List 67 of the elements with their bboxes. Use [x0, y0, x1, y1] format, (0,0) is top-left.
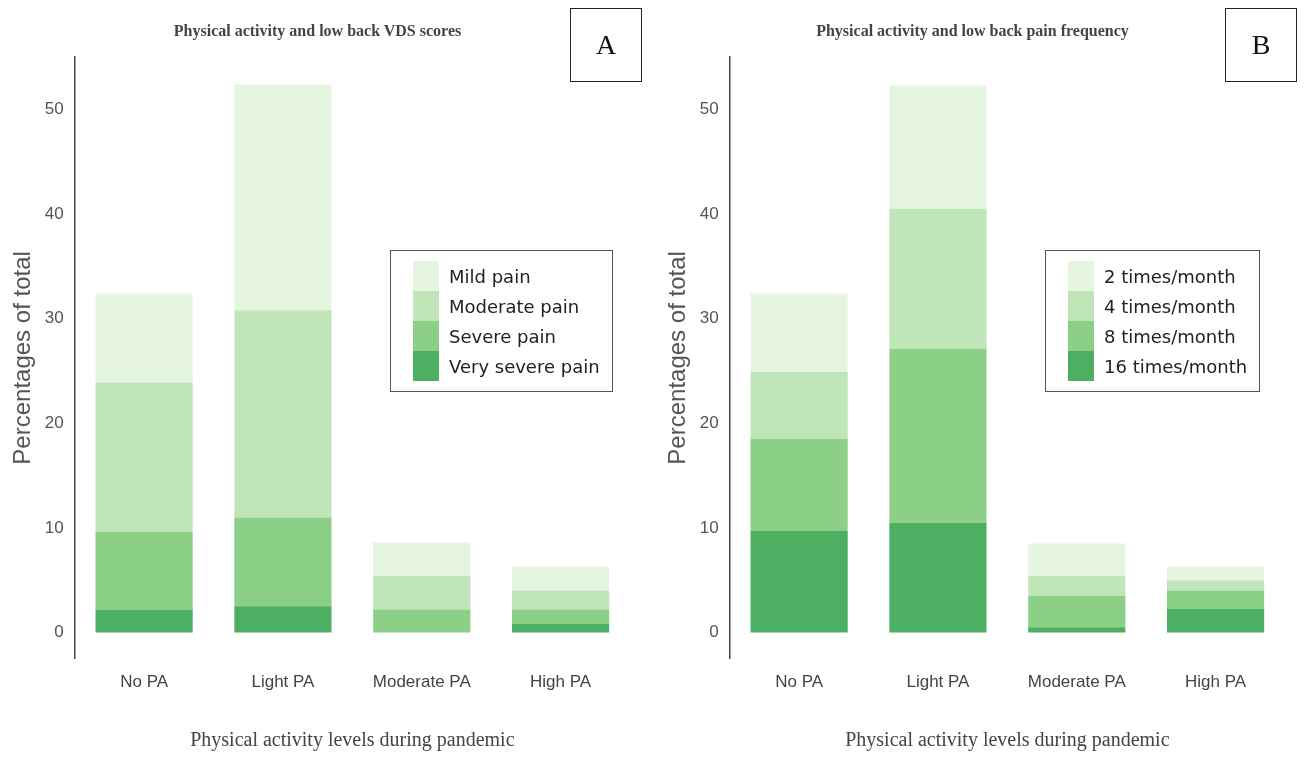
bar	[1028, 543, 1126, 576]
bar	[373, 542, 471, 576]
x-tick-label: Light PA	[251, 672, 316, 692]
bar	[512, 566, 610, 591]
bar	[1167, 608, 1265, 633]
legend-label: 2 times/month	[1104, 265, 1236, 287]
annotation: B	[1225, 8, 1297, 82]
y-tick-label: 40	[699, 203, 719, 223]
y-tick-label: 10	[699, 517, 719, 537]
x-tick-label: No PA	[120, 672, 169, 692]
legend-label: Moderate pain	[449, 295, 580, 317]
bar	[373, 609, 471, 633]
legend-label: Very severe pain	[449, 355, 600, 377]
bar	[234, 84, 332, 311]
y-tick-label: 20	[44, 412, 64, 432]
bar	[1167, 566, 1265, 581]
bar	[512, 624, 610, 633]
bar	[234, 517, 332, 607]
legend-label: 4 times/month	[1104, 295, 1236, 317]
bar	[234, 606, 332, 633]
bar	[512, 609, 610, 625]
bar	[234, 310, 332, 518]
bar	[1028, 575, 1126, 596]
bar	[750, 531, 848, 633]
bar	[1028, 627, 1126, 633]
x-tick-label: Moderate PA	[372, 672, 472, 692]
bar	[1167, 590, 1265, 609]
bar	[889, 208, 987, 350]
x-tick-label: No PA	[775, 672, 824, 692]
x-axis-title: Physical activity levels during pandemic	[845, 728, 1170, 752]
y-tick-label: 40	[44, 203, 64, 223]
bar	[750, 438, 848, 531]
y-tick-label: 30	[699, 308, 719, 328]
y-tick-label: 30	[44, 308, 64, 328]
y-axis-title: Percentages of total	[8, 251, 36, 465]
chart-title: Physical activity and low back VDS scores	[173, 21, 462, 40]
bar	[889, 522, 987, 633]
legend-label: Mild pain	[449, 265, 531, 287]
bar	[750, 372, 848, 439]
y-tick-label: 0	[54, 622, 64, 642]
bar	[373, 575, 471, 610]
bar	[889, 349, 987, 523]
x-axis-title: Physical activity levels during pandemic	[190, 728, 515, 752]
annotation: A	[570, 8, 642, 82]
bar	[1028, 595, 1126, 628]
bar	[95, 609, 193, 633]
y-tick-label: 50	[44, 99, 64, 119]
chart-title: Physical activity and low back pain frequency	[816, 21, 1129, 40]
legend-label: 8 times/month	[1104, 325, 1236, 347]
y-tick-label: 0	[709, 622, 719, 642]
x-tick-label: High PA	[530, 672, 592, 692]
x-tick-label: Moderate PA	[1027, 672, 1127, 692]
y-tick-label: 20	[699, 412, 719, 432]
y-tick-label: 50	[699, 99, 719, 119]
y-axis-title: Percentages of total	[663, 251, 691, 465]
bar	[95, 293, 193, 383]
bar	[889, 85, 987, 209]
bar	[750, 293, 848, 373]
bar	[512, 590, 610, 610]
legend-label: Severe pain	[449, 325, 556, 347]
x-tick-label: High PA	[1185, 672, 1247, 692]
bar	[1167, 580, 1265, 591]
bar	[95, 532, 193, 610]
legend-label: 16 times/month	[1104, 355, 1248, 377]
x-tick-label: Light PA	[906, 672, 971, 692]
y-tick-label: 10	[44, 517, 64, 537]
bar	[95, 382, 193, 533]
